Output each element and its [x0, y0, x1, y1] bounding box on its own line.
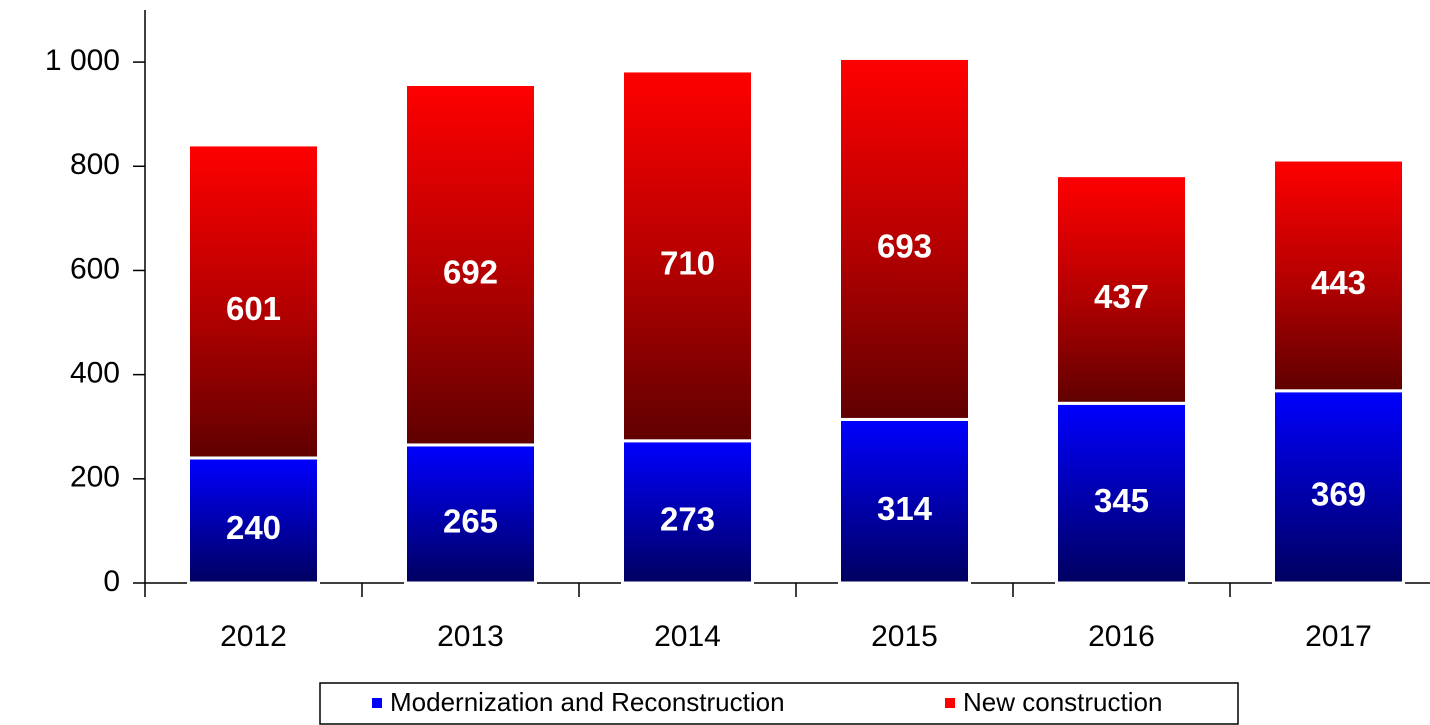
y-tick-label: 400 — [70, 357, 120, 390]
legend-marker — [945, 698, 955, 708]
x-tick-label: 2017 — [1305, 620, 1372, 653]
y-tick-label: 800 — [70, 148, 120, 181]
value-label: 240 — [226, 509, 281, 546]
legend-marker — [372, 698, 382, 708]
value-label: 710 — [660, 245, 715, 282]
value-label: 693 — [877, 228, 932, 265]
bar-segment — [404, 443, 537, 585]
value-label: 273 — [660, 501, 715, 538]
bar-segment — [621, 439, 754, 585]
value-label: 265 — [443, 503, 498, 540]
bar-segment — [621, 69, 754, 443]
bar-segment — [1055, 174, 1188, 405]
y-tick-label: 200 — [70, 461, 120, 494]
legend-label: Modernization and Reconstruction — [390, 687, 785, 717]
value-label: 369 — [1311, 476, 1366, 513]
bar-segment — [1272, 389, 1405, 585]
bar-segment — [1272, 158, 1405, 393]
bar-segment — [1055, 401, 1188, 585]
y-tick-label: 600 — [70, 252, 120, 285]
bar-segment — [404, 82, 537, 447]
value-label: 443 — [1311, 264, 1366, 301]
x-tick-label: 2012 — [220, 620, 287, 653]
x-tick-label: 2015 — [871, 620, 938, 653]
bar-segment — [187, 456, 320, 585]
y-tick-label: 0 — [103, 565, 120, 598]
bar-segment — [838, 56, 971, 421]
value-label: 345 — [1094, 482, 1149, 519]
value-label: 437 — [1094, 278, 1149, 315]
x-tick-label: 2013 — [437, 620, 504, 653]
value-label: 601 — [226, 290, 281, 327]
value-label: 692 — [443, 253, 498, 290]
y-tick-label: 1 000 — [45, 44, 120, 77]
bar-segment — [187, 143, 320, 460]
x-tick-label: 2014 — [654, 620, 721, 653]
legend-label: New construction — [963, 687, 1162, 717]
bar-segment — [838, 417, 971, 585]
x-tick-label: 2016 — [1088, 620, 1155, 653]
value-label: 314 — [877, 490, 933, 527]
legend-box — [319, 682, 1239, 725]
